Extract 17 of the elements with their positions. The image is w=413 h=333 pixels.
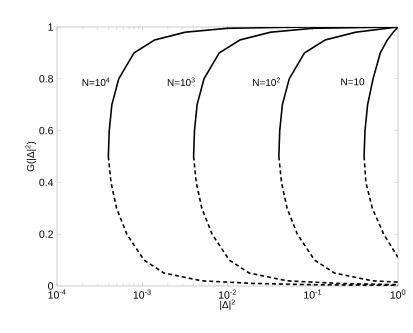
series-label: N=10$^{3}$ [168,78,195,86]
series-label: N=10$^{4}$ [82,78,110,86]
y-tick-label: 1 [48,23,53,31]
y-tick-label: 0 [48,282,54,290]
x-tick-label: 10$^{-3}$ [134,290,151,299]
x-tick-label: 10$^{-1}$ [304,290,322,299]
y-tick-label: 0.2 [39,230,53,238]
x-tick-label: 10$^{-2}$ [218,290,236,299]
y-tick-label: 0.6 [39,126,54,134]
series-label: N=10 [341,78,364,86]
y-tick-label: 0.4 [39,178,54,186]
series-label: N=10$^{2}$ [253,78,280,86]
y-tick-label: 0.8 [39,75,54,83]
y-axis-title: G(|Δ|$^{2}$) [25,142,36,172]
x-axis-title: |Δ|$^{2}$ [220,300,235,310]
x-tick-label: 10$^{0}$ [390,290,406,299]
x-tick-label: 10$^{-4}$ [48,290,66,299]
